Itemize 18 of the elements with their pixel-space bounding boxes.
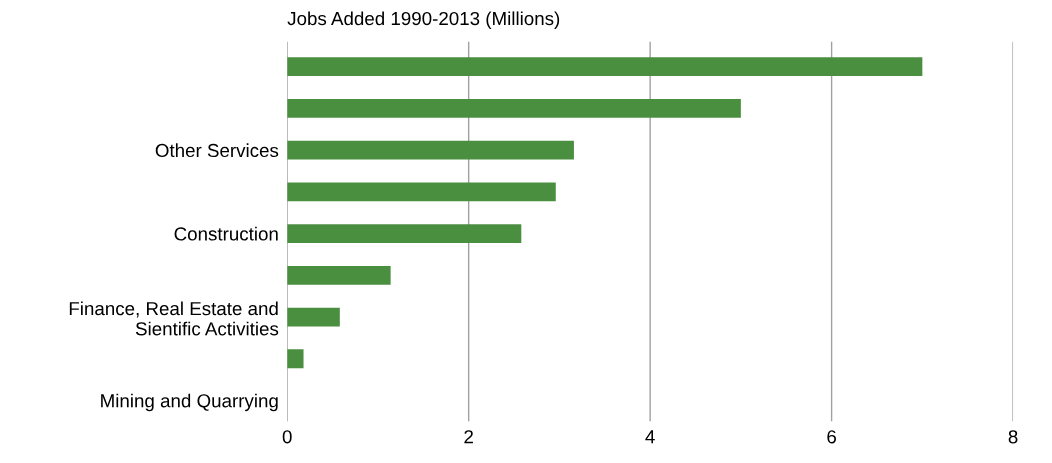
- bar: [287, 349, 304, 369]
- x-tick-label: 4: [645, 430, 655, 444]
- x-tick-label: 6: [827, 430, 836, 444]
- x-tick-label: 8: [1008, 430, 1018, 444]
- y-tick-label: Finance, Real Estate and Sientific Activities: [69, 301, 279, 336]
- bar: [287, 224, 522, 243]
- y-tick-label: Construction: [174, 226, 278, 241]
- bar: [287, 99, 741, 118]
- x-tick-label: 2: [464, 430, 473, 444]
- x-tick-label: 0: [282, 430, 292, 444]
- bar: [287, 182, 556, 202]
- bar: [287, 307, 340, 327]
- bar: [287, 140, 574, 160]
- chart-title: Jobs Added 1990-2013 (Millions): [287, 11, 560, 29]
- y-tick-label: Other Services: [155, 143, 279, 158]
- bar: [287, 57, 923, 77]
- y-tick-label: Mining and Quarrying: [101, 393, 278, 412]
- bar: [287, 265, 391, 285]
